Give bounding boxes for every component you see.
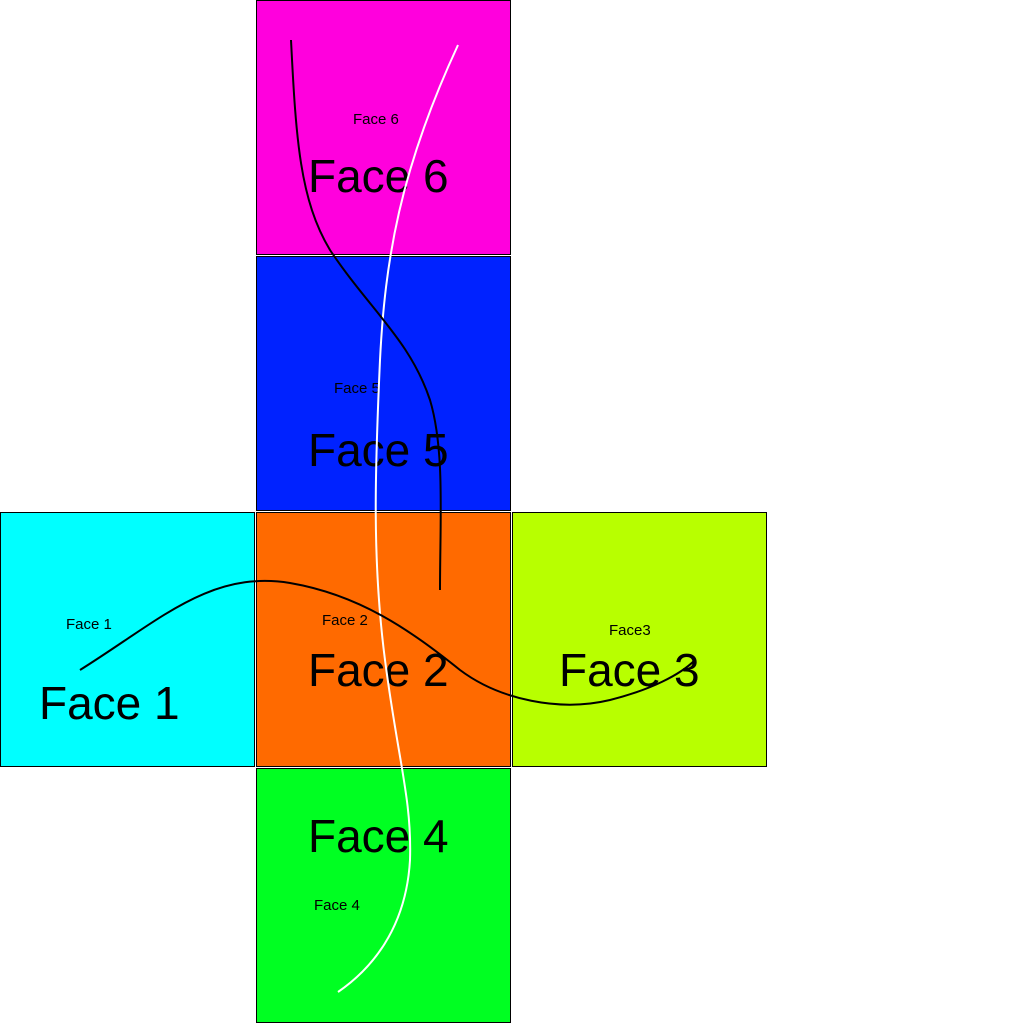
face-3-big-label: Face 3	[559, 644, 700, 696]
face-2-small-label: Face 2	[322, 612, 368, 629]
face-2: Face 2 Face 2	[256, 512, 511, 767]
face-5-big-label: Face 5	[308, 424, 449, 476]
face-4-small-label: Face 4	[314, 897, 360, 914]
face-5-small-label: Face 5	[334, 380, 380, 397]
face-3-small-label: Face3	[609, 622, 651, 639]
face-1-small-label: Face 1	[66, 616, 112, 633]
face-5: Face 5 Face 5	[256, 256, 511, 511]
face-6-small-label: Face 6	[353, 111, 399, 128]
face-3: Face3 Face 3	[512, 512, 767, 767]
face-2-big-label: Face 2	[308, 644, 449, 696]
face-1: Face 1 Face 1	[0, 512, 255, 767]
face-1-big-label: Face 1	[39, 677, 180, 729]
face-6: Face 6 Face 6	[256, 0, 511, 255]
face-4-big-label: Face 4	[308, 810, 449, 862]
face-6-big-label: Face 6	[308, 150, 449, 202]
face-4: Face 4 Face 4	[256, 768, 511, 1023]
